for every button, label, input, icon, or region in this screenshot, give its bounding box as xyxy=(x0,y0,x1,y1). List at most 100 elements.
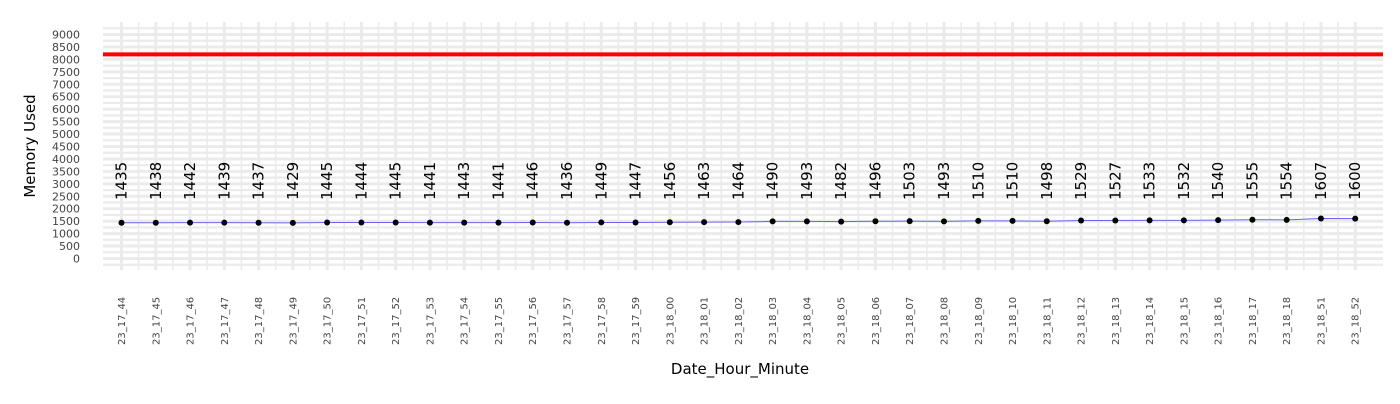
data-label: 1445 xyxy=(318,162,336,200)
y-tick-label: 7500 xyxy=(52,66,80,79)
x-tick-label: 23_18_06 xyxy=(871,297,882,345)
data-point xyxy=(358,219,365,226)
x-axis-title: Date_Hour_Minute xyxy=(671,360,809,379)
data-label: 1503 xyxy=(901,162,919,200)
data-point xyxy=(1112,217,1119,224)
grid-major xyxy=(103,22,1383,270)
data-point xyxy=(221,219,228,226)
data-label: 1429 xyxy=(284,162,302,200)
x-tick-label: 23_18_14 xyxy=(1145,297,1156,345)
data-label: 1540 xyxy=(1209,162,1227,200)
x-tick-label: 23_18_10 xyxy=(1008,297,1019,345)
x-tick-label: 23_17_53 xyxy=(425,297,436,345)
x-tick-label: 23_18_07 xyxy=(905,297,916,345)
data-point xyxy=(1249,216,1256,223)
data-label: 1444 xyxy=(352,162,370,200)
x-tick-label: 23_17_50 xyxy=(323,297,334,345)
data-point xyxy=(1043,218,1050,225)
grid-minor xyxy=(103,22,1383,270)
data-label: 1446 xyxy=(524,162,542,200)
data-point xyxy=(118,219,125,226)
y-tick-label: 4000 xyxy=(52,153,80,166)
data-point xyxy=(1146,217,1153,224)
y-tick-label: 5000 xyxy=(52,128,80,141)
x-tick-label: 23_18_03 xyxy=(768,297,779,345)
data-label: 1498 xyxy=(1038,162,1056,200)
data-point xyxy=(255,219,262,226)
data-point xyxy=(1009,217,1016,224)
x-tick-label: 23_17_47 xyxy=(220,297,231,345)
data-point xyxy=(529,219,536,226)
data-point xyxy=(803,218,810,225)
data-point xyxy=(426,219,433,226)
data-point xyxy=(975,217,982,224)
data-label: 1445 xyxy=(387,162,405,200)
data-label: 1463 xyxy=(695,162,713,200)
data-label: 1449 xyxy=(592,162,610,200)
data-label: 1510 xyxy=(969,162,987,200)
data-label: 1442 xyxy=(181,162,199,200)
x-tick-label: 23_17_57 xyxy=(563,297,574,345)
x-tick-label: 23_17_54 xyxy=(460,297,471,345)
data-point xyxy=(632,219,639,226)
x-tick-label: 23_18_52 xyxy=(1351,297,1362,345)
data-point xyxy=(1215,217,1222,224)
data-point xyxy=(598,219,605,226)
data-labels-group: 1435 1438 1442 1439 1437 1429 1445 1444 1445 1441… xyxy=(113,162,1365,200)
x-tick-label: 23_17_45 xyxy=(151,297,162,345)
data-point xyxy=(872,218,879,225)
data-label: 1510 xyxy=(1004,162,1022,200)
y-tick-label: 6000 xyxy=(52,103,80,116)
data-label: 1441 xyxy=(421,162,439,200)
y-axis-title: Memory Used xyxy=(21,94,39,197)
y-tick-label: 6500 xyxy=(52,91,80,104)
x-tick-label: 23_18_16 xyxy=(1214,297,1225,345)
data-label: 1441 xyxy=(489,162,507,200)
data-point xyxy=(187,219,194,226)
x-tick-labels: 23_17_44 23_17_45 23_17_46 23_17_47 23_17_48… xyxy=(117,297,1362,345)
data-label: 1529 xyxy=(1072,162,1090,200)
x-tick-label: 23_17_48 xyxy=(254,297,265,345)
data-point xyxy=(1078,217,1085,224)
y-tick-label: 0 xyxy=(73,253,80,266)
y-tick-label: 3500 xyxy=(52,165,80,178)
data-point xyxy=(1180,217,1187,224)
x-tick-label: 23_18_51 xyxy=(1316,297,1327,345)
y-tick-label: 1500 xyxy=(52,215,80,228)
x-tick-label: 23_18_17 xyxy=(1248,297,1259,345)
y-tick-label: 500 xyxy=(59,240,80,253)
data-label: 1482 xyxy=(832,162,850,200)
data-label: 1437 xyxy=(250,162,268,200)
x-tick-label: 23_17_49 xyxy=(288,297,299,345)
data-label: 1443 xyxy=(455,162,473,200)
points-group xyxy=(118,215,1359,226)
y-tick-label: 7000 xyxy=(52,78,80,91)
data-label: 1607 xyxy=(1312,162,1330,200)
data-point xyxy=(701,219,708,226)
x-tick-label: 23_18_18 xyxy=(1282,297,1293,345)
x-tick-label: 23_18_11 xyxy=(1042,297,1053,345)
x-tick-label: 23_18_02 xyxy=(734,297,745,345)
x-tick-label: 23_18_05 xyxy=(837,297,848,345)
x-tick-label: 23_18_12 xyxy=(1077,297,1088,345)
data-point xyxy=(289,219,296,226)
data-point xyxy=(495,219,502,226)
x-tick-label: 23_18_00 xyxy=(665,297,676,345)
data-label: 1456 xyxy=(661,162,679,200)
y-tick-label: 2500 xyxy=(52,190,80,203)
data-point xyxy=(666,219,673,226)
data-label: 1493 xyxy=(935,162,953,200)
x-tick-label: 23_17_52 xyxy=(391,297,402,345)
data-point xyxy=(940,218,947,225)
data-point xyxy=(152,219,159,226)
x-tick-label: 23_18_13 xyxy=(1111,297,1122,345)
data-point xyxy=(838,218,845,225)
x-tick-label: 23_17_44 xyxy=(117,297,128,345)
x-tick-label: 23_17_51 xyxy=(357,297,368,345)
x-tick-label: 23_17_58 xyxy=(597,297,608,345)
data-label: 1493 xyxy=(798,162,816,200)
data-point xyxy=(1352,215,1359,222)
y-tick-label: 8000 xyxy=(52,53,80,66)
data-label: 1555 xyxy=(1243,162,1261,200)
